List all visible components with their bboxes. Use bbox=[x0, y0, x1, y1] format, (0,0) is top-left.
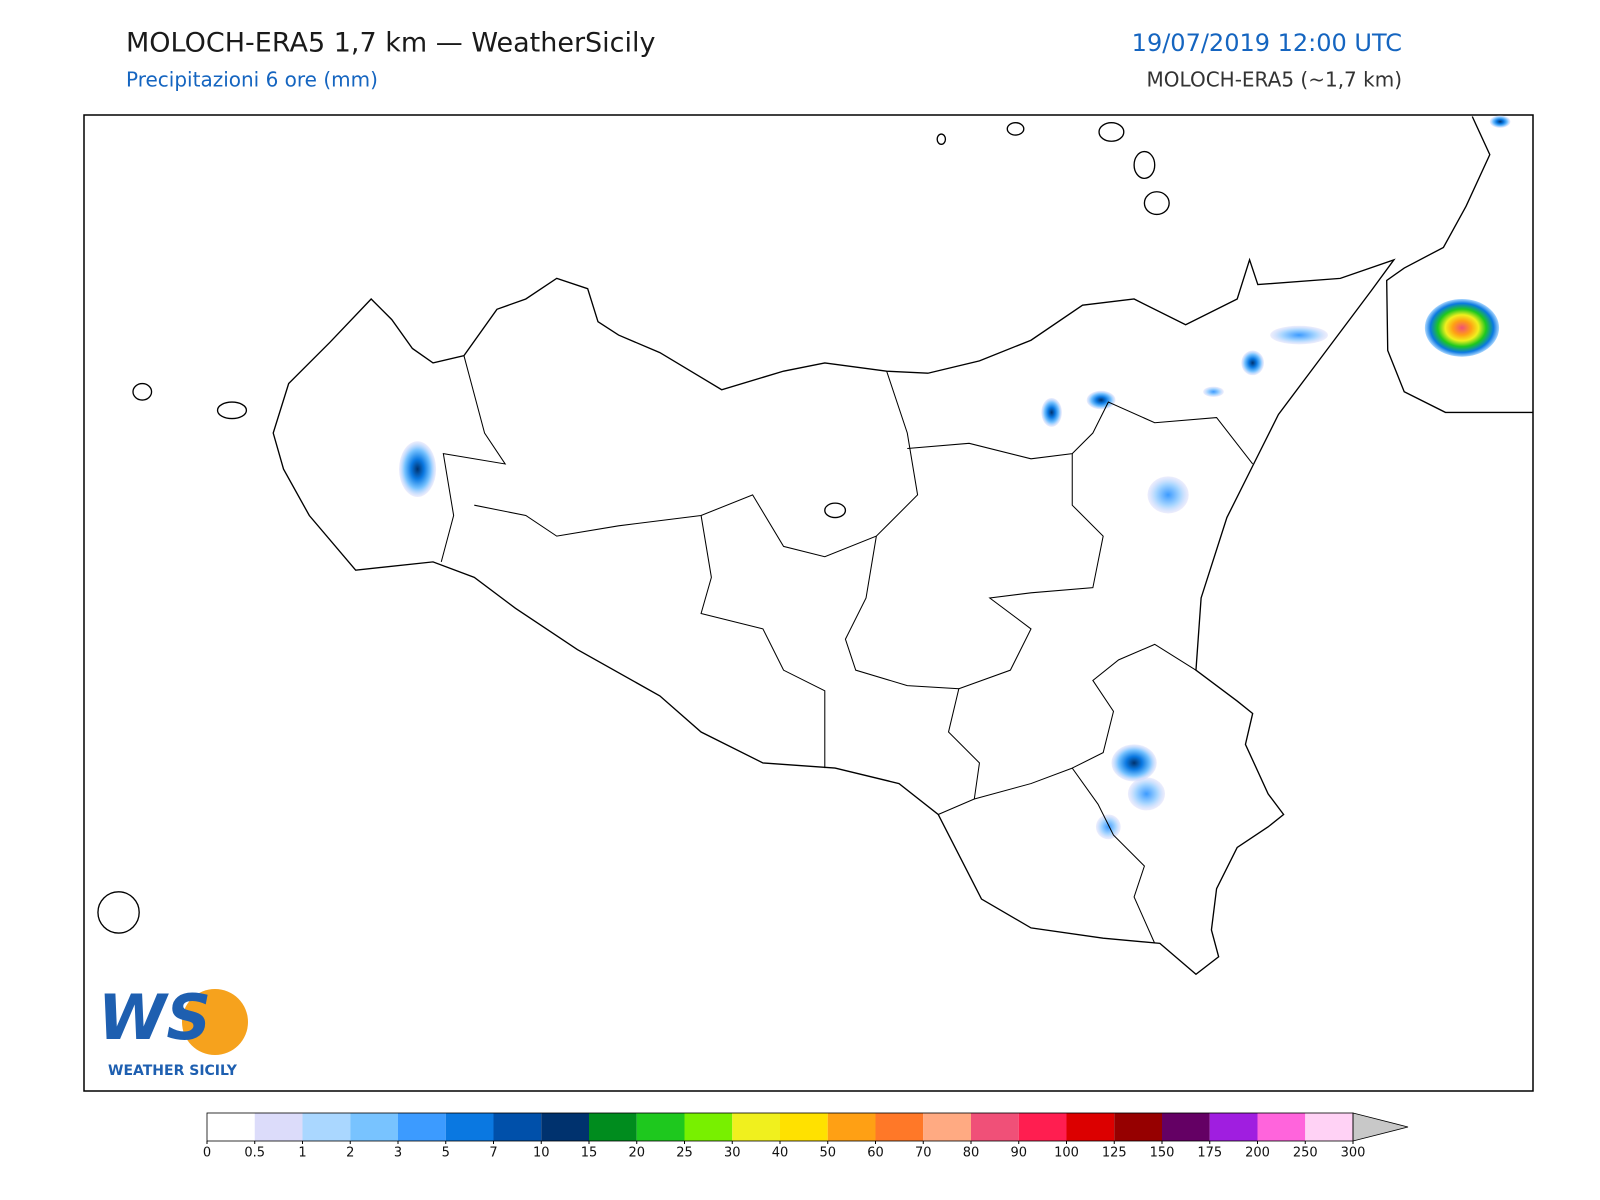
colorbar-swatch bbox=[780, 1113, 828, 1141]
colorbar-tick-label: 10 bbox=[533, 1146, 550, 1161]
logo-mark: WS bbox=[98, 981, 211, 1054]
colorbar-swatch bbox=[541, 1113, 589, 1141]
calabria-coast bbox=[1386, 116, 1534, 414]
colorbar-swatch bbox=[732, 1113, 780, 1141]
colorbar-swatch bbox=[493, 1113, 542, 1141]
colorbar-tick-label: 125 bbox=[1102, 1146, 1127, 1161]
map-frame bbox=[83, 114, 1534, 1092]
colorbar-swatch bbox=[1162, 1113, 1210, 1141]
colorbar-swatch bbox=[1257, 1113, 1306, 1141]
colorbar-swatch bbox=[589, 1113, 637, 1141]
colorbar-swatch bbox=[827, 1113, 876, 1141]
colorbar-over bbox=[1352, 1112, 1409, 1142]
colorbar-swatch bbox=[1066, 1113, 1115, 1141]
colorbar-tick-label: 70 bbox=[915, 1146, 932, 1161]
islands bbox=[97, 122, 1170, 934]
precipitation bbox=[398, 115, 1511, 840]
colorbar-swatch bbox=[1018, 1113, 1067, 1141]
colorbar-tick-label: 15 bbox=[581, 1146, 598, 1161]
colorbar-swatch bbox=[207, 1113, 255, 1141]
colorbar-tick-label: 25 bbox=[676, 1146, 693, 1161]
colorbar-tick-label: 0.5 bbox=[244, 1146, 265, 1161]
subtitle: Precipitazioni 6 ore (mm) bbox=[126, 68, 378, 92]
colorbar-tick-label: 300 bbox=[1341, 1146, 1366, 1161]
colorbar-tick-label: 2 bbox=[346, 1146, 354, 1161]
colorbar-swatch bbox=[1114, 1113, 1162, 1141]
colorbar-tick-label: 5 bbox=[442, 1146, 450, 1161]
colorbar-tick-label: 40 bbox=[772, 1146, 789, 1161]
colorbar-tick-label: 90 bbox=[1010, 1146, 1027, 1161]
colorbar: 0 0.5 1 2 3 5 7 10 15 20 25 30 40 50 60 70 80 90 100 125 150… bbox=[203, 1112, 1409, 1161]
colorbar-tick-label: 175 bbox=[1197, 1146, 1222, 1161]
colorbar-swatch bbox=[398, 1113, 446, 1141]
colorbar-swatch bbox=[302, 1113, 351, 1141]
colorbar-tick-label: 0 bbox=[203, 1146, 211, 1161]
colorbar-tick-label: 80 bbox=[963, 1146, 980, 1161]
colorbar-swatch bbox=[1305, 1113, 1353, 1141]
colorbar-tick-label: 3 bbox=[394, 1146, 402, 1161]
province-borders bbox=[440, 355, 1254, 944]
colorbar-swatch bbox=[923, 1113, 971, 1141]
colorbar-tick-label: 1 bbox=[298, 1146, 306, 1161]
colorbar-swatch bbox=[254, 1113, 303, 1141]
colorbar-swatch bbox=[445, 1113, 494, 1141]
colorbar-tick-label: 60 bbox=[867, 1146, 884, 1161]
date: 19/07/2019 12:00 UTC bbox=[1132, 29, 1402, 57]
colorbar-swatch bbox=[1209, 1113, 1258, 1141]
map bbox=[97, 115, 1534, 976]
logo: WS WEATHER SICILY bbox=[98, 981, 248, 1079]
colorbar-tick-label: 200 bbox=[1245, 1146, 1270, 1161]
colorbar-tick-label: 7 bbox=[489, 1146, 497, 1161]
sicily-coast bbox=[272, 257, 1396, 976]
colorbar-tick-label: 20 bbox=[628, 1146, 645, 1161]
colorbar-tick-label: 150 bbox=[1150, 1146, 1175, 1161]
colorbar-tick-label: 50 bbox=[819, 1146, 836, 1161]
colorbar-tick-label: 250 bbox=[1293, 1146, 1318, 1161]
colorbar-swatch bbox=[350, 1113, 398, 1141]
colorbar-swatch bbox=[875, 1113, 924, 1141]
colorbar-tick-label: 100 bbox=[1054, 1146, 1079, 1161]
title: MOLOCH-ERA5 1,7 km — WeatherSicily bbox=[126, 28, 656, 59]
colorbar-tick-label: 30 bbox=[724, 1146, 741, 1161]
logo-text: WEATHER SICILY bbox=[108, 1063, 238, 1079]
colorbar-swatch bbox=[971, 1113, 1019, 1141]
model: MOLOCH-ERA5 (~1,7 km) bbox=[1147, 68, 1402, 92]
colorbar-swatch bbox=[636, 1113, 685, 1141]
colorbar-swatch bbox=[684, 1113, 733, 1141]
